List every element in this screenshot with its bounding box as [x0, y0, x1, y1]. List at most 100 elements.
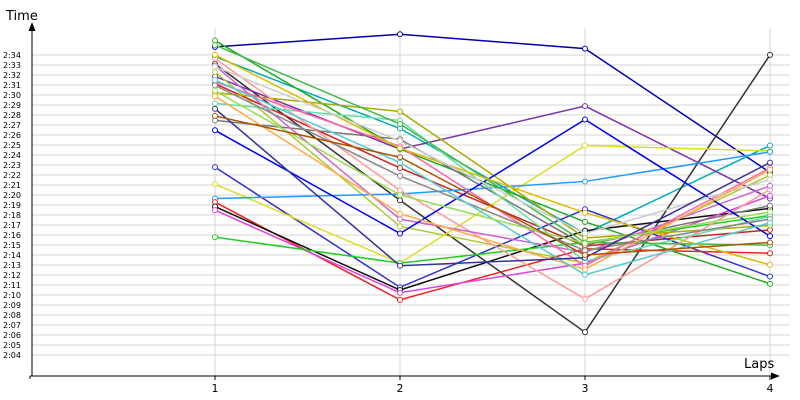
data-point	[397, 159, 403, 166]
data-point	[767, 51, 773, 58]
series-line	[214, 65, 771, 235]
data-point	[582, 103, 588, 110]
data-point	[397, 262, 403, 269]
data-point	[212, 51, 218, 58]
y-tick-label: 2:12	[3, 271, 21, 280]
series-24	[212, 63, 773, 237]
x-tick-labels: 1 2 3 4	[212, 376, 774, 395]
data-point	[212, 127, 218, 134]
data-point	[212, 100, 218, 107]
y-tick-label: 2:09	[3, 301, 21, 310]
data-point	[582, 45, 588, 52]
y-tick-label: 2:14	[3, 251, 21, 260]
y-tick-label: 2:10	[3, 291, 21, 300]
data-point	[212, 181, 218, 188]
y-tick-label: 2:29	[3, 101, 21, 110]
data-point	[212, 112, 218, 119]
series-line	[214, 214, 771, 264]
series-line	[214, 144, 771, 264]
series-28	[212, 87, 773, 247]
x-tick-label: 4	[767, 382, 774, 395]
y-tick-label: 2:13	[3, 261, 21, 270]
data-point	[767, 239, 773, 246]
series-lines	[212, 31, 773, 336]
y-tick-label: 2:15	[3, 241, 21, 250]
y-tick-label: 2:16	[3, 231, 21, 240]
y-tick-label: 2:20	[3, 191, 21, 200]
data-point	[397, 230, 403, 237]
data-point	[582, 240, 588, 247]
data-point	[212, 63, 218, 70]
y-tick-label: 2:33	[3, 61, 21, 70]
data-point	[397, 138, 403, 145]
data-point	[212, 42, 218, 49]
series-line	[214, 65, 771, 254]
series-line	[214, 118, 771, 237]
y-tick-label: 2:11	[3, 281, 21, 290]
data-point	[397, 154, 403, 161]
data-point	[767, 233, 773, 240]
data-point	[582, 218, 588, 225]
y-tick-label: 2:17	[3, 221, 21, 230]
y-tick-label: 2:23	[3, 161, 21, 170]
data-point	[767, 208, 773, 215]
data-point	[212, 105, 218, 112]
data-point	[212, 93, 218, 100]
data-point	[397, 145, 403, 152]
y-tick-label: 2:07	[3, 321, 21, 330]
y-tick-label: 2:05	[3, 341, 21, 350]
data-point	[212, 68, 218, 75]
data-point	[582, 295, 588, 302]
series-line	[214, 166, 771, 289]
y-tick-label: 2:22	[3, 171, 21, 180]
data-point	[767, 142, 773, 149]
x-tick-label: 3	[582, 382, 589, 395]
y-tick-label: 2:18	[3, 211, 21, 220]
y-tick-label: 2:06	[3, 331, 21, 340]
data-point	[767, 148, 773, 155]
data-point	[212, 234, 218, 241]
data-point	[582, 116, 588, 123]
data-point	[767, 250, 773, 257]
series-line	[214, 75, 771, 200]
data-point	[397, 191, 403, 198]
series-23	[212, 51, 773, 268]
y-tick-label: 2:21	[3, 181, 21, 190]
data-point	[212, 82, 218, 89]
series-line	[214, 90, 771, 245]
series-line	[214, 108, 771, 267]
data-point	[397, 210, 403, 217]
data-point	[397, 289, 403, 296]
y-axis-arrow	[28, 22, 36, 31]
axes	[28, 22, 780, 380]
series-line	[214, 95, 771, 271]
y-tick-labels: 2:042:052:062:072:082:092:102:112:122:13…	[3, 51, 21, 360]
series-14	[212, 37, 773, 287]
data-point	[397, 108, 403, 115]
y-tick-label: 2:32	[3, 71, 21, 80]
data-point	[582, 329, 588, 336]
data-point	[582, 209, 588, 216]
series-line	[214, 82, 771, 247]
data-point	[397, 223, 403, 230]
y-tick-label: 2:30	[3, 91, 21, 100]
y-tick-label: 2:34	[3, 51, 21, 60]
data-point	[397, 164, 403, 171]
data-point	[212, 207, 218, 214]
data-point	[397, 216, 403, 223]
data-point	[397, 121, 403, 128]
data-point	[397, 197, 403, 204]
y-tick-label: 2:04	[3, 351, 21, 360]
data-point	[767, 166, 773, 173]
y-tick-label: 2:26	[3, 131, 21, 140]
y-tick-label: 2:28	[3, 111, 21, 120]
data-point	[582, 271, 588, 278]
data-point	[582, 266, 588, 273]
data-point	[582, 142, 588, 149]
series-line	[214, 84, 771, 252]
series-line	[214, 54, 771, 266]
y-tick-label: 2:08	[3, 311, 21, 320]
x-axis-title: Laps	[744, 357, 774, 372]
data-point	[767, 192, 773, 199]
